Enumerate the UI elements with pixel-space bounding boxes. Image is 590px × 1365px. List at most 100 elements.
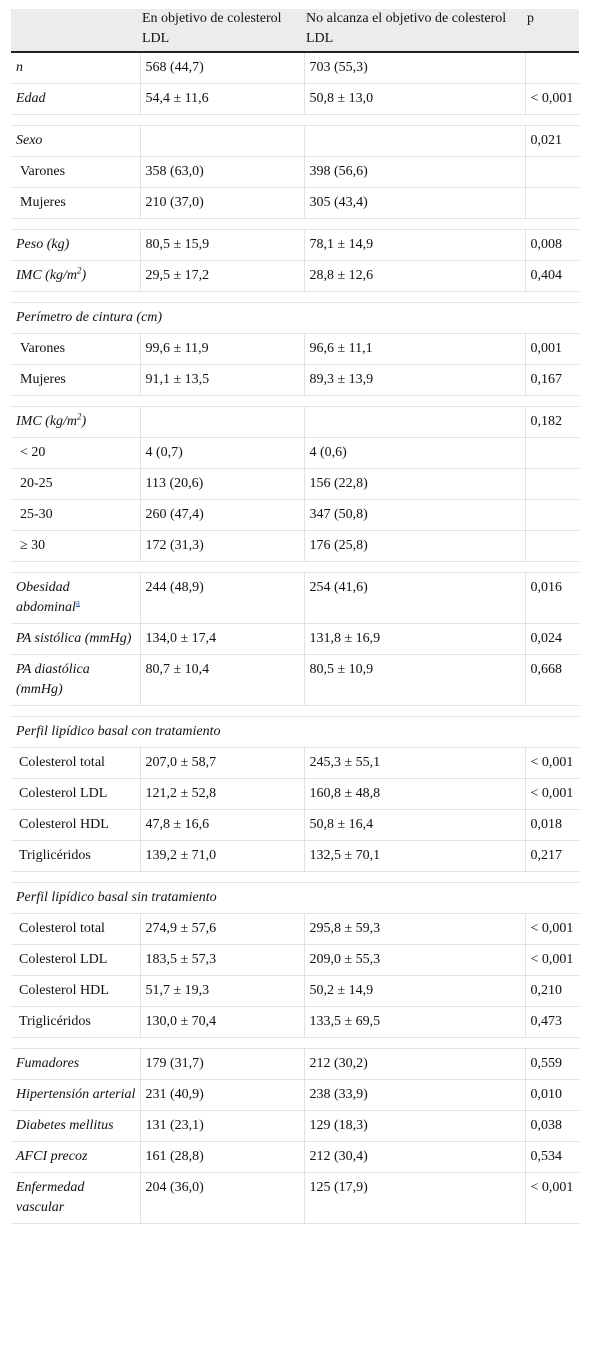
p-value: 0,210 — [524, 975, 579, 1007]
header-on-target: En objetivo de colesterol LDL — [140, 9, 304, 53]
header-row: En objetivo de colesterol LDL No alcanza… — [11, 9, 579, 53]
value-on-target: 113 (20,6) — [139, 468, 304, 500]
spacer-row — [11, 114, 579, 126]
table-row: Obesidad abdominala 244 (48,9) 254 (41,6) 0… — [11, 572, 579, 624]
value-on-target: 29,5 ± 17,2 — [139, 260, 304, 292]
p-value — [524, 156, 579, 188]
value-off-target: 131,8 ± 16,9 — [303, 623, 525, 655]
comparison-table-container: En objetivo de colesterol LDL No alcanza… — [11, 9, 579, 1224]
row-label: AFCI precoz — [16, 1149, 88, 1164]
value-on-target: 47,8 ± 16,6 — [139, 809, 304, 841]
row-label: Colesterol total — [19, 921, 105, 936]
value-off-target: 89,3 ± 13,9 — [303, 364, 525, 396]
value-off-target: 50,2 ± 14,9 — [303, 975, 525, 1007]
spacer-cell — [525, 114, 579, 126]
row-label: Peso (kg) — [16, 237, 70, 252]
section-row: Perímetro de cintura (cm) — [11, 302, 579, 334]
value-on-target: 121,2 ± 52,8 — [139, 778, 304, 810]
spacer-cell — [140, 114, 304, 126]
value-off-target: 160,8 ± 48,8 — [303, 778, 525, 810]
spacer-cell — [525, 1037, 579, 1049]
value-on-target: 244 (48,9) — [139, 572, 304, 624]
value-on-target — [139, 406, 304, 438]
table-row: PA sistólica (mmHg) 134,0 ± 17,4 131,8 ± 1… — [11, 623, 579, 655]
header-variable — [11, 9, 140, 53]
value-on-target: 139,2 ± 71,0 — [139, 840, 304, 872]
row-label-cell: Sexo — [11, 125, 140, 157]
value-on-target: 172 (31,3) — [139, 530, 304, 562]
value-on-target: 134,0 ± 17,4 — [139, 623, 304, 655]
value-on-target: 274,9 ± 57,6 — [139, 913, 304, 945]
row-label: Diabetes mellitus — [16, 1118, 114, 1133]
p-value: 0,668 — [524, 654, 579, 706]
value-off-target: 96,6 ± 11,1 — [303, 333, 525, 365]
row-label: Edad — [16, 91, 46, 106]
p-value: < 0,001 — [524, 913, 579, 945]
section-row: Perfil lipídico basal sin tratamiento — [11, 882, 579, 914]
value-off-target: 254 (41,6) — [303, 572, 525, 624]
row-label-end: ) — [81, 414, 87, 429]
row-label-cell: < 20 — [11, 437, 140, 469]
p-value — [524, 468, 579, 500]
section-title: Perfil lipídico basal sin tratamiento — [11, 882, 579, 914]
table-row: Colesterol total 274,9 ± 57,6 295,8 ± 59,3… — [11, 913, 579, 945]
value-off-target: 156 (22,8) — [303, 468, 525, 500]
p-value: < 0,001 — [524, 1172, 579, 1224]
table-row: Fumadores 179 (31,7) 212 (30,2) 0,559 — [11, 1048, 579, 1080]
p-value: 0,008 — [524, 229, 579, 261]
row-label-cell: IMC (kg/m2) — [11, 260, 140, 292]
spacer-cell — [140, 395, 304, 407]
row-label: n — [16, 60, 23, 75]
row-label: Varones — [20, 164, 66, 179]
spacer-cell — [304, 561, 525, 573]
p-value: 0,016 — [524, 572, 579, 624]
row-label-cell: Triglicéridos — [11, 1006, 140, 1038]
spacer-row — [11, 561, 579, 573]
spacer-cell — [11, 395, 140, 407]
table-row: Sexo 0,021 — [11, 125, 579, 157]
table-row: < 20 4 (0,7) 4 (0,6) — [11, 437, 579, 469]
spacer-row — [11, 705, 579, 717]
value-on-target: 51,7 ± 19,3 — [139, 975, 304, 1007]
table-row: Enfermedad vascular 204 (36,0) 125 (17,9) <… — [11, 1172, 579, 1224]
p-value — [524, 437, 579, 469]
section-title: Perímetro de cintura (cm) — [11, 302, 579, 334]
row-label: 25-30 — [20, 507, 53, 522]
value-on-target: 260 (47,4) — [139, 499, 304, 531]
section-title: Perfil lipídico basal con tratamiento — [11, 716, 579, 748]
row-label-cell: Obesidad abdominala — [11, 572, 140, 624]
row-label: Mujeres — [20, 372, 66, 387]
spacer-cell — [11, 561, 140, 573]
spacer-cell — [140, 561, 304, 573]
header-off-target: No alcanza el objetivo de colesterol LDL — [304, 9, 525, 53]
p-value — [524, 52, 579, 84]
value-on-target: 358 (63,0) — [139, 156, 304, 188]
section-row: Perfil lipídico basal con tratamiento — [11, 716, 579, 748]
row-label: IMC (kg/m — [16, 268, 78, 283]
p-value: < 0,001 — [524, 747, 579, 779]
row-label: ≥ 30 — [20, 538, 46, 553]
p-value: 0,473 — [524, 1006, 579, 1038]
unit-superscript: 2 — [77, 411, 82, 422]
table-row: n 568 (44,7) 703 (55,3) — [11, 52, 579, 84]
row-label: Colesterol LDL — [19, 786, 108, 801]
value-on-target: 91,1 ± 13,5 — [139, 364, 304, 396]
spacer-row — [11, 218, 579, 230]
table-row: Colesterol HDL 47,8 ± 16,6 50,8 ± 16,4 0,01… — [11, 809, 579, 841]
value-on-target: 99,6 ± 11,9 — [139, 333, 304, 365]
row-label: Triglicéridos — [19, 1014, 91, 1029]
value-off-target: 305 (43,4) — [303, 187, 525, 219]
value-off-target: 176 (25,8) — [303, 530, 525, 562]
row-label: PA diastólica (mmHg) — [16, 662, 90, 697]
row-label: IMC (kg/m — [16, 414, 78, 429]
footnote-link[interactable]: a — [75, 597, 80, 608]
row-label-cell: Colesterol HDL — [11, 809, 140, 841]
p-value: 0,001 — [524, 333, 579, 365]
spacer-cell — [140, 705, 304, 717]
value-off-target: 4 (0,6) — [303, 437, 525, 469]
row-label-cell: PA sistólica (mmHg) — [11, 623, 140, 655]
value-on-target: 179 (31,7) — [139, 1048, 304, 1080]
p-value: < 0,001 — [524, 83, 579, 115]
spacer-cell — [304, 291, 525, 303]
row-label: Mujeres — [20, 195, 66, 210]
